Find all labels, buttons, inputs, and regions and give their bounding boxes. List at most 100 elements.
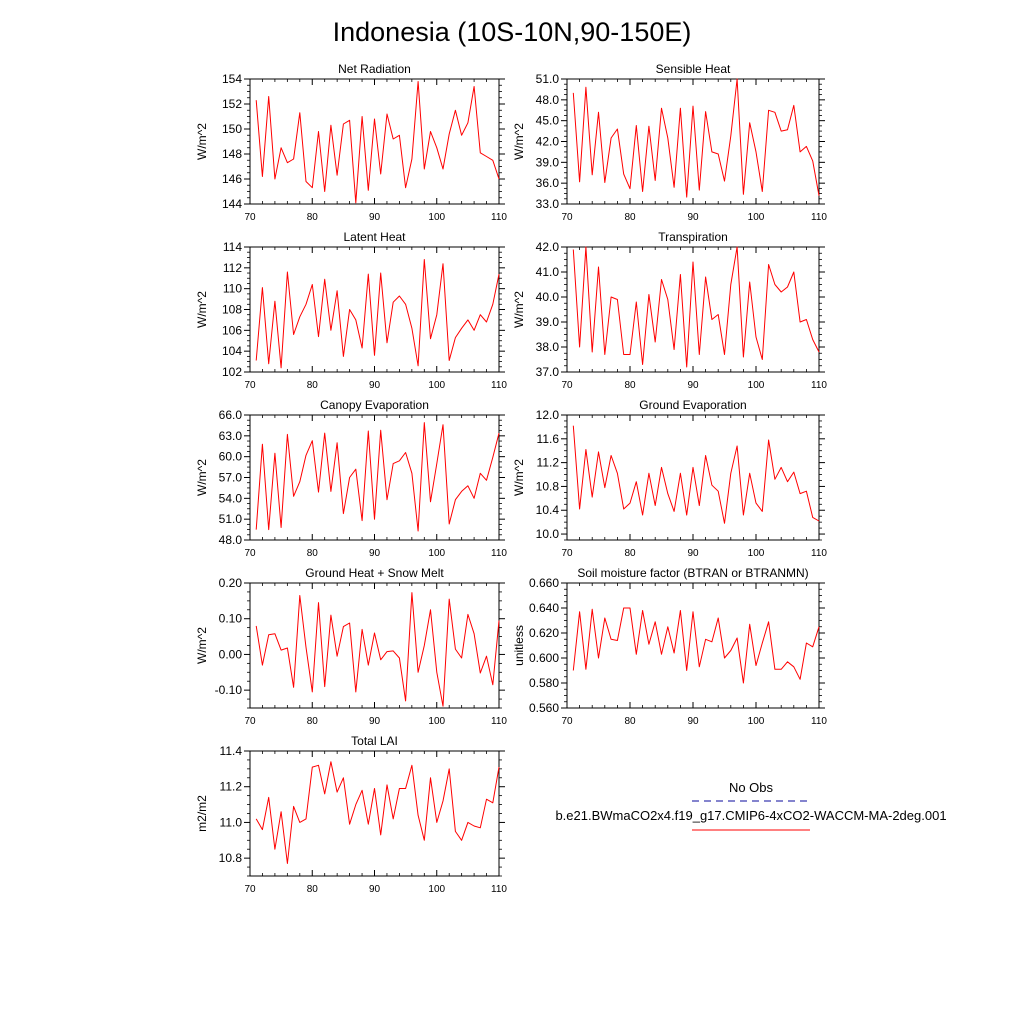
- y-tick-label: 60.0: [219, 450, 243, 464]
- legend-obs-label: No Obs: [729, 780, 774, 795]
- x-tick-label: 110: [491, 548, 507, 559]
- x-tick-label: 90: [369, 380, 381, 391]
- y-tick-label: 39.0: [536, 155, 560, 169]
- y-tick-label: -0.10: [215, 683, 243, 697]
- y-tick-label: 0.00: [219, 647, 243, 661]
- y-tick-label: 48.0: [219, 533, 243, 547]
- x-tick-label: 70: [561, 716, 573, 727]
- y-tick-label: 38.0: [536, 340, 560, 354]
- x-tick-label: 100: [428, 212, 445, 223]
- x-tick-label: 100: [428, 548, 445, 559]
- y-axis-label: W/m^2: [512, 123, 526, 160]
- series-line: [572, 246, 820, 368]
- legend: No Obs b.e21.BWmaCO2x4.f19_g17.CMIP6-4xC…: [555, 780, 947, 831]
- panel-title: Net Radiation: [338, 62, 411, 76]
- y-axis-label: m2/m2: [195, 795, 209, 832]
- y-axis-label: W/m^2: [512, 459, 526, 496]
- plot-frame: [249, 750, 500, 877]
- chart-panel: 70 80 90 100 110 102 104 106 108 110 112 114 Latent …: [195, 230, 507, 391]
- x-tick-label: 100: [748, 716, 765, 727]
- y-tick-label: 42.0: [536, 135, 560, 149]
- x-tick-label: 80: [307, 548, 319, 559]
- x-tick-label: 100: [748, 212, 765, 223]
- series-line: [572, 78, 820, 198]
- x-tick-label: 80: [624, 716, 636, 727]
- y-tick-label: 0.20: [219, 576, 243, 590]
- y-tick-label: 40.0: [536, 290, 560, 304]
- y-tick-label: 148: [222, 147, 242, 161]
- y-tick-label: 144: [222, 197, 242, 211]
- series-line: [255, 81, 500, 204]
- y-tick-label: 154: [222, 72, 242, 86]
- y-tick-label: 51.0: [219, 512, 243, 526]
- y-tick-label: 57.0: [219, 471, 243, 485]
- x-tick-label: 90: [369, 212, 381, 223]
- x-tick-label: 100: [748, 548, 765, 559]
- panel-title: Ground Evaporation: [639, 398, 746, 412]
- x-tick-label: 110: [811, 716, 827, 727]
- x-tick-label: 80: [624, 548, 636, 559]
- figure-title: Indonesia (10S-10N,90-150E): [333, 17, 692, 47]
- chart-panel: 70 80 90 100 110 -0.10 0.00 0.10 0.20 Ground Heat…: [195, 566, 507, 727]
- x-tick-label: 70: [561, 380, 573, 391]
- x-tick-label: 100: [428, 380, 445, 391]
- x-tick-label: 90: [369, 548, 381, 559]
- x-tick-label: 80: [307, 212, 319, 223]
- x-tick-label: 80: [307, 380, 319, 391]
- panel-title: Ground Heat + Snow Melt: [305, 566, 444, 580]
- y-tick-label: 106: [222, 323, 242, 337]
- chart-panel: 70 80 90 100 110 48.0 51.0 54.0 57.0 60.0 63.0 66.0…: [195, 398, 507, 559]
- y-tick-label: 42.0: [536, 240, 560, 254]
- plot-frame: [249, 78, 500, 205]
- x-tick-label: 70: [561, 548, 573, 559]
- y-tick-label: 108: [222, 303, 242, 317]
- panel-title: Sensible Heat: [656, 62, 731, 76]
- y-tick-label: 48.0: [536, 93, 560, 107]
- x-tick-label: 80: [307, 716, 319, 727]
- y-axis-label: unitless: [512, 625, 526, 666]
- series-line: [572, 425, 820, 524]
- y-tick-label: 51.0: [536, 72, 560, 86]
- panels: 70 80 90 100 110 144 146 148 150 152 154 Net Radiat…: [195, 62, 827, 895]
- x-tick-label: 110: [811, 212, 827, 223]
- x-tick-label: 110: [491, 884, 507, 895]
- panel-title: Soil moisture factor (BTRAN or BTRANMN): [577, 566, 808, 580]
- y-tick-label: 0.660: [529, 576, 559, 590]
- x-tick-label: 110: [491, 716, 507, 727]
- plot-frame: [566, 582, 820, 709]
- y-tick-label: 0.580: [529, 676, 559, 690]
- y-tick-label: 11.6: [537, 432, 560, 446]
- y-axis-label: W/m^2: [195, 123, 209, 160]
- x-tick-label: 110: [811, 380, 827, 391]
- y-tick-label: 41.0: [536, 265, 560, 279]
- x-tick-label: 90: [687, 212, 699, 223]
- x-tick-label: 70: [244, 380, 256, 391]
- y-axis-label: W/m^2: [195, 291, 209, 328]
- x-tick-label: 100: [428, 716, 445, 727]
- y-tick-label: 11.0: [220, 815, 243, 829]
- series-line: [255, 592, 500, 707]
- x-tick-label: 70: [561, 212, 573, 223]
- legend-model-label: b.e21.BWmaCO2x4.f19_g17.CMIP6-4xCO2-WACC…: [555, 808, 946, 823]
- y-tick-label: 0.560: [529, 701, 559, 715]
- y-tick-label: 11.4: [220, 744, 243, 758]
- plot-frame: [249, 582, 500, 709]
- plot-frame: [249, 414, 500, 541]
- y-tick-label: 0.600: [529, 651, 559, 665]
- x-tick-label: 110: [491, 380, 507, 391]
- plot-frame: [566, 78, 820, 205]
- y-tick-label: 104: [222, 344, 242, 358]
- y-tick-label: 54.0: [219, 491, 243, 505]
- series-line: [255, 259, 500, 369]
- y-tick-label: 102: [222, 365, 242, 379]
- chart-panel: 70 80 90 100 110 10.0 10.4 10.8 11.2 11.6 12.0 Grou…: [512, 398, 827, 559]
- y-tick-label: 150: [222, 122, 242, 136]
- x-tick-label: 90: [687, 548, 699, 559]
- x-tick-label: 110: [491, 212, 507, 223]
- x-tick-label: 70: [244, 884, 256, 895]
- series-line: [255, 422, 500, 532]
- y-tick-label: 36.0: [536, 176, 560, 190]
- plot-frame: [566, 414, 820, 541]
- chart-panel: 70 80 90 100 110 0.560 0.580 0.600 0.620 0.640 0.6…: [512, 566, 827, 727]
